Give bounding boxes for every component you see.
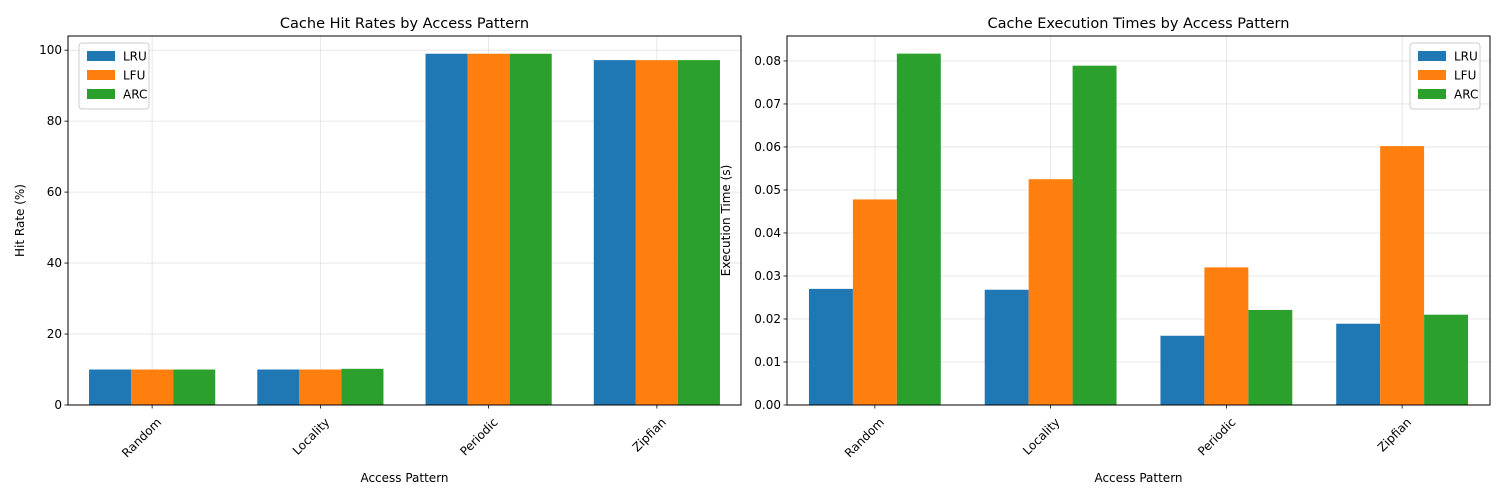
legend-swatch-lfu <box>87 70 115 80</box>
y-tick-label: 0.01 <box>754 355 781 369</box>
legend-swatch-lru <box>87 51 115 61</box>
axes-frame <box>786 35 1491 406</box>
x-tick-label-random: Random <box>119 415 164 460</box>
bar-arc-periodic <box>1248 309 1293 405</box>
legend: LRU LFU ARC <box>1409 42 1481 110</box>
bar-lru-random <box>808 288 853 405</box>
y-axis-title: Hit Rate (%) <box>13 184 27 257</box>
x-tick-label-periodic: Periodic <box>457 415 500 458</box>
bar-arc-random <box>896 53 941 405</box>
bar-lru-locality <box>257 369 300 405</box>
y-tick-label: 0.07 <box>754 97 781 111</box>
bar-arc-locality <box>1072 65 1117 405</box>
bar-lru-locality <box>984 289 1029 405</box>
x-tick-label-locality: Locality <box>290 415 333 458</box>
legend-label-arc: ARC <box>1454 88 1478 102</box>
y-tick-label: 0.03 <box>754 269 781 283</box>
chart-title: Cache Hit Rates by Access Pattern <box>280 16 529 32</box>
legend-label-lru: LRU <box>1454 50 1478 64</box>
bar-lfu-locality <box>1028 179 1073 405</box>
bar-arc-periodic <box>509 53 552 405</box>
x-tick-label-periodic: Periodic <box>1195 415 1238 458</box>
y-tick-label: 40 <box>47 256 62 270</box>
y-tick-label: 0.00 <box>754 398 781 412</box>
y-tick-label: 0 <box>54 398 62 412</box>
legend-swatch-arc <box>87 89 115 99</box>
bar-arc-zipfian <box>677 60 720 405</box>
bar-lfu-periodic <box>467 53 510 405</box>
bar-lru-zipfian <box>1336 323 1381 405</box>
y-tick-label: 0.06 <box>754 140 781 154</box>
y-tick-label: 0.02 <box>754 312 781 326</box>
bar-lfu-random <box>131 369 174 405</box>
y-axis-title: Execution Time (s) <box>719 165 733 277</box>
y-tick-label: 0.08 <box>754 54 781 68</box>
execution-time-chart: 0.00 0.01 0.02 0.03 0.04 0.05 0.06 0.07 0.08 Rand… <box>719 16 1491 485</box>
legend-label-arc: ARC <box>123 88 147 102</box>
bar-lru-random <box>89 369 132 405</box>
bar-arc-zipfian <box>1424 314 1469 405</box>
bar-lfu-periodic <box>1204 267 1249 405</box>
x-axis-title: Access Pattern <box>1094 471 1182 485</box>
x-tick-label-random: Random <box>842 415 887 460</box>
bar-lru-periodic <box>425 53 468 405</box>
legend: LRU LFU ARC <box>78 42 150 110</box>
x-axis-title: Access Pattern <box>360 471 448 485</box>
bar-lfu-zipfian <box>635 60 678 405</box>
bar-lru-periodic <box>1160 335 1205 405</box>
y-tick-label: 80 <box>47 114 62 128</box>
legend-label-lfu: LFU <box>1454 69 1476 83</box>
x-tick-label-locality: Locality <box>1020 415 1063 458</box>
x-tick-label-zipfian: Zipfian <box>1375 415 1414 454</box>
legend-swatch-lfu <box>1418 70 1446 80</box>
bar-lfu-zipfian <box>1380 146 1425 405</box>
hit-rate-chart: 0 20 40 60 80 100 Random Locality Periodic Zipfia… <box>13 16 742 485</box>
x-tick-label-zipfian: Zipfian <box>630 415 669 454</box>
legend-swatch-lru <box>1418 51 1446 61</box>
bar-lfu-random <box>852 199 897 405</box>
y-tick-label: 60 <box>47 185 62 199</box>
legend-label-lru: LRU <box>123 50 147 64</box>
axes-frame <box>67 35 742 406</box>
bar-arc-locality <box>341 368 384 405</box>
bar-lru-zipfian <box>593 60 636 405</box>
y-tick-label: 0.05 <box>754 183 781 197</box>
y-tick-label: 0.04 <box>754 226 781 240</box>
legend-swatch-arc <box>1418 89 1446 99</box>
y-tick-label: 20 <box>47 327 62 341</box>
bar-lfu-locality <box>299 369 342 405</box>
bar-arc-random <box>173 369 216 405</box>
y-tick-label: 100 <box>39 43 62 57</box>
legend-label-lfu: LFU <box>123 69 145 83</box>
chart-title: Cache Execution Times by Access Pattern <box>988 16 1290 32</box>
